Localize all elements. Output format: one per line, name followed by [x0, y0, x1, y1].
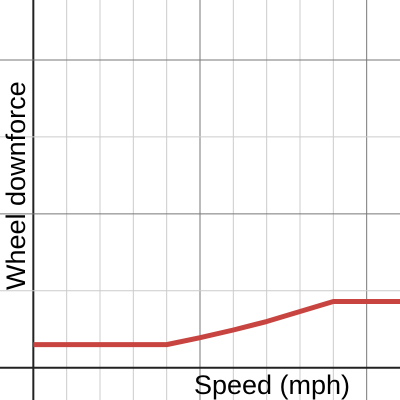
data-line	[33, 299, 400, 348]
plot-area	[33, 299, 400, 348]
y-axis-label: Wheel downforce	[1, 81, 31, 290]
x-axis-label: Speed (mph)	[194, 370, 350, 400]
